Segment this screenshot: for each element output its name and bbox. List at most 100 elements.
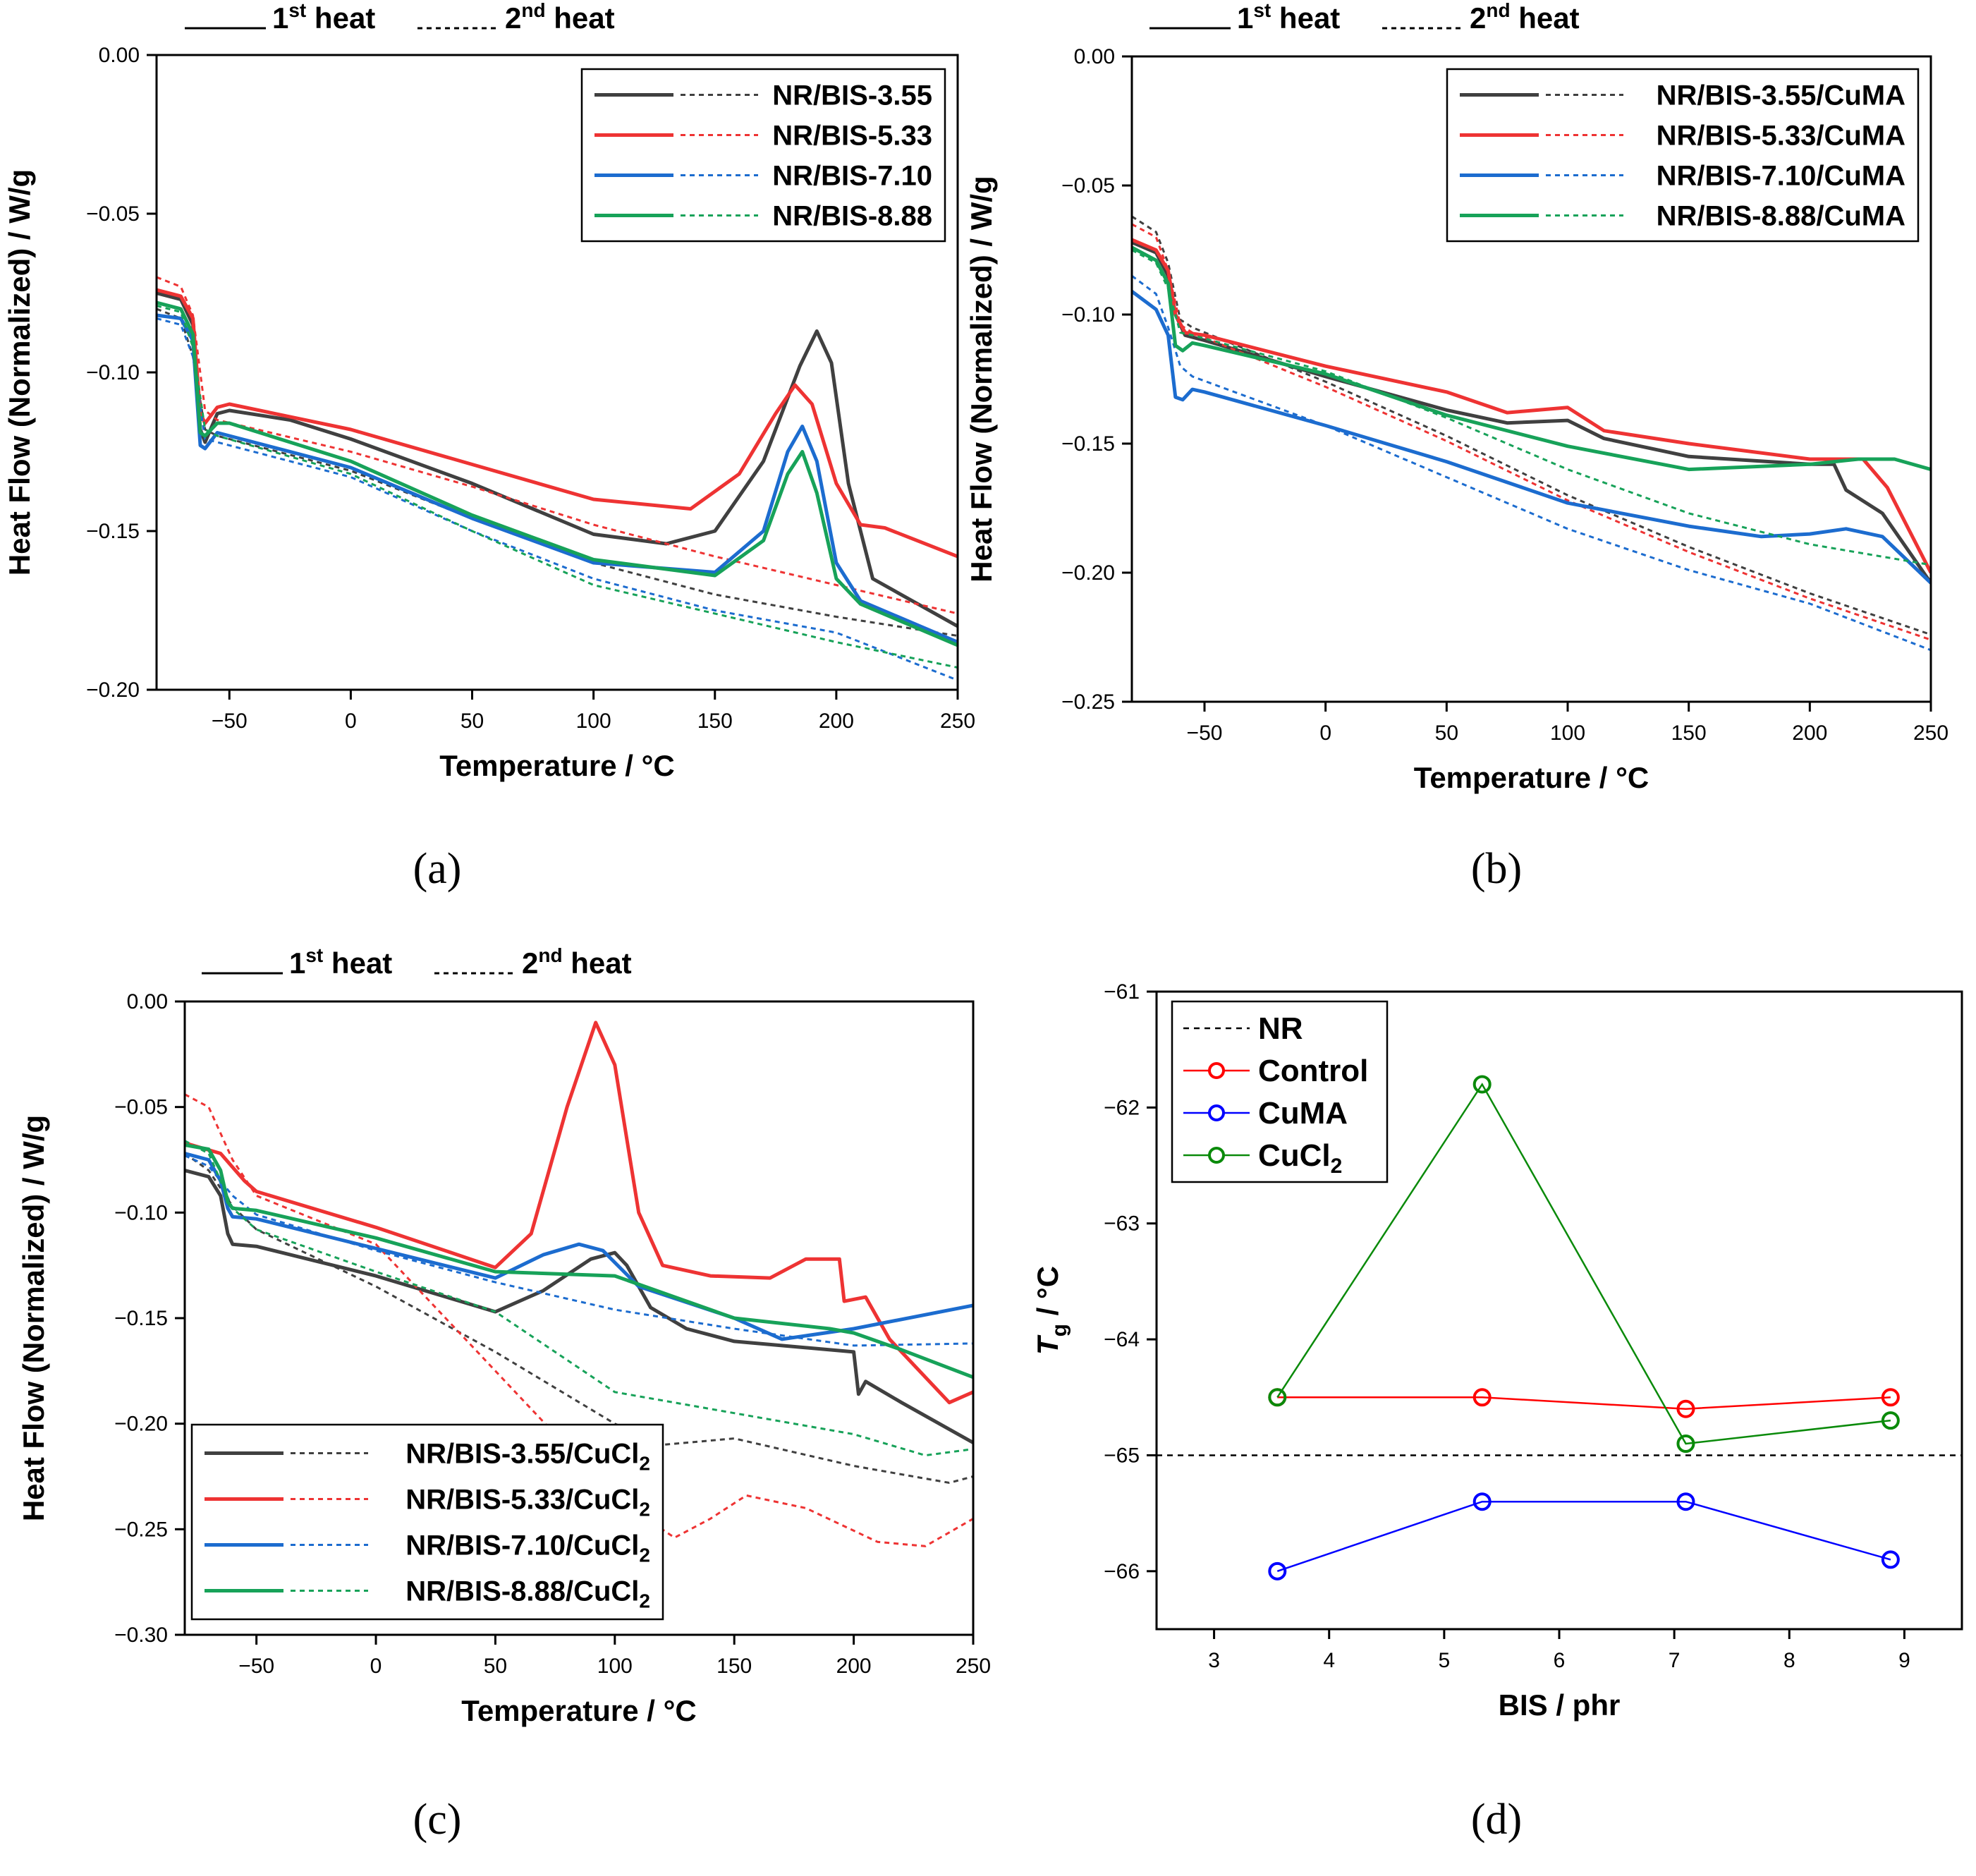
legend-label: NR/BIS-5.33/CuMA [1657,121,1905,152]
x-tick-label: 250 [1913,721,1948,745]
x-axis-title: Temperature / °C [461,1694,696,1727]
legend-label: NR/BIS-3.55 [772,80,932,111]
first-heat-superscript: st [288,0,306,21]
plot-frame [1130,55,1932,703]
series-2-second-heat-line [185,1093,973,1547]
second-heat-number: 2 [505,1,521,35]
panel-d: 3 4 5 6 7 8 9 −61 −62 −63 −64 −65 −66 BIS / phr Tg / °… [1031,980,1963,1844]
first-heat-text: heat [323,946,392,980]
first-heat-superscript: st [1253,0,1271,21]
x-tick-label: 3 [1208,1649,1220,1672]
x-axis-title: BIS / phr [1499,1688,1621,1722]
series-3-second-heat-line [1132,274,1931,652]
legend-label-main: NR [1258,1011,1303,1046]
series-4-first-heat-line [157,300,958,647]
y-axis-title: Heat Flow (Normalized) / W/g [17,1115,50,1521]
x-tick-label: 8 [1783,1649,1795,1672]
series-2-point [1676,1492,1695,1511]
first-heat-key-label: 1st heat [289,944,392,980]
panel-label: (a) [413,845,462,893]
series-2-second-heat-line [1132,223,1931,641]
x-axis-title: Temperature / °C [439,749,674,782]
legend-marker-swatch [1208,1104,1225,1121]
legend: NR/BIS-3.55/CuMA NR/BIS-5.33/CuMA NR/BIS-7… [1446,68,1920,243]
second-heat-text: heat [546,1,615,35]
legend-label: Control [1258,1054,1368,1088]
legend-label: NR/BIS-8.88 [772,201,932,232]
legend-label: NR/BIS-5.33/CuCl2 [405,1485,650,1521]
y-tick-label: −63 [1104,1212,1140,1236]
legend-label: NR/BIS-8.88/CuMA [1657,201,1905,232]
second-heat-text: heat [563,946,632,980]
series-2-first-heat-line [157,288,958,559]
y-tick-label: −61 [1104,980,1140,1004]
x-tick-label: 100 [597,1655,633,1678]
x-tick-label: 0 [1319,721,1331,745]
y-axis-title-subscript: g [1048,1324,1071,1336]
y-tick-label: −0.10 [114,1201,168,1224]
series-3-point [1881,1411,1900,1430]
x-tick-label: 0 [345,709,357,733]
x-tick-label: 0 [370,1655,382,1678]
series-3-point [1268,1388,1287,1407]
legend-label: NR/BIS-8.88/CuCl2 [405,1576,650,1612]
panel-b: −50 0 50 100 150 200 250 0.00 −0.05 −0.10 −0.15 −0.… [965,45,1948,893]
panel-label: (c) [413,1796,462,1844]
second-heat-key-label: 2nd heat [505,0,615,35]
legend-label-main: NR/BIS-5.33/CuCl [405,1485,639,1516]
x-tick-label: 50 [484,1655,507,1678]
legend-label-main: NR/BIS-7.10/CuMA [1657,161,1905,192]
x-tick-label: 4 [1323,1649,1335,1672]
first-heat-number: 1 [289,946,305,980]
first-heat-number: 1 [272,1,288,35]
x-tick-label: 150 [697,709,733,733]
legend-label-main: NR/BIS-8.88 [772,201,932,232]
y-tick-label: −0.10 [86,361,140,384]
y-tick-label: −0.05 [114,1096,168,1119]
legend-label-main: NR/BIS-3.55 [772,80,932,111]
x-tick-label: 100 [576,709,611,733]
first-heat-key-label: 1st heat [1237,0,1340,35]
x-tick-label: −50 [212,709,248,733]
series-1-second-heat-line [157,307,958,637]
legend-label-main: NR/BIS-3.55/CuMA [1657,80,1905,111]
legend-label-main: NR/BIS-5.33/CuMA [1657,121,1905,152]
panel-c: −50 0 50 100 150 200 250 0.00 −0.05 −0.10 −0.15 −0.… [17,990,991,1844]
y-tick-label: 0.00 [99,44,140,67]
series-1-line [1277,1396,1891,1410]
y-tick-label: −0.25 [114,1518,168,1541]
legend-label: CuCl2 [1258,1138,1342,1178]
legend-label-subscript: 2 [1331,1155,1343,1178]
series-3-point [1676,1435,1695,1454]
second-heat-number: 2 [522,946,538,980]
y-tick-label: −62 [1104,1096,1140,1119]
y-tick-label: −0.05 [86,202,140,226]
legend-label-subscript: 2 [639,1545,650,1566]
heat-key-b: 1st heat 2nd heat [1149,0,1580,35]
legend-box [580,68,946,243]
panel-label: (b) [1471,845,1522,893]
first-heat-text: heat [1271,1,1340,35]
legend-label-main: CuCl [1258,1138,1331,1173]
y-tick-label: −0.10 [1061,303,1115,327]
second-heat-superscript: nd [521,0,545,21]
legend-label-main: NR/BIS-8.88/CuMA [1657,201,1905,232]
y-axis-title: Heat Flow (Normalized) / W/g [3,169,36,575]
series-4-second-heat-line [1132,249,1931,566]
y-tick-label: −64 [1104,1328,1140,1351]
legend-label: NR/BIS-5.33 [772,121,932,152]
y-tick-label: −0.30 [114,1624,168,1647]
legend-label: CuMA [1258,1096,1348,1131]
legend-box [190,1423,664,1621]
first-heat-key-label: 1st heat [272,0,375,35]
x-tick-label: 50 [1435,721,1458,745]
x-tick-label: −50 [238,1655,274,1678]
x-tick-label: 250 [956,1655,991,1678]
series-3-first-heat-line [157,313,958,644]
series-4-first-heat-line [1132,245,1931,472]
series-3-second-heat-line [157,317,958,681]
legend-label-subscript: 2 [639,1453,650,1475]
y-tick-label: 0.00 [127,990,168,1013]
legend-label: NR [1258,1011,1303,1046]
